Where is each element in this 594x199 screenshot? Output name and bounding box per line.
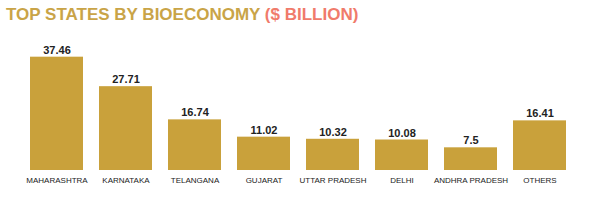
svg-text:10.08: 10.08	[388, 127, 416, 139]
svg-text:UTTAR PRADESH: UTTAR PRADESH	[300, 176, 367, 185]
svg-text:7.5: 7.5	[463, 134, 478, 146]
svg-text:11.02: 11.02	[251, 124, 278, 136]
svg-text:27.71: 27.71	[112, 73, 140, 85]
svg-text:ANDHRA PRADESH: ANDHRA PRADESH	[434, 176, 508, 185]
html-text:TOP STATES BY BIOECONOMY ($ BI: TOP STATES BY BIOECONOMY ($ BILLION)	[6, 5, 359, 24]
svg-text:37.46: 37.46	[43, 44, 71, 56]
svg-text:GUJARAT: GUJARAT	[246, 176, 283, 185]
svg-text:MAHARASHTRA: MAHARASHTRA	[26, 176, 88, 185]
svg-text:10.32: 10.32	[319, 126, 347, 138]
svg-text:DELHI: DELHI	[390, 176, 414, 185]
svg-text:TELANGANA: TELANGANA	[171, 176, 220, 185]
svg-text:16.74: 16.74	[181, 106, 209, 118]
svg-text:16.41: 16.41	[526, 107, 554, 119]
svg-text:KARNATAKA: KARNATAKA	[102, 176, 150, 185]
svg-text:OTHERS: OTHERS	[523, 176, 556, 185]
